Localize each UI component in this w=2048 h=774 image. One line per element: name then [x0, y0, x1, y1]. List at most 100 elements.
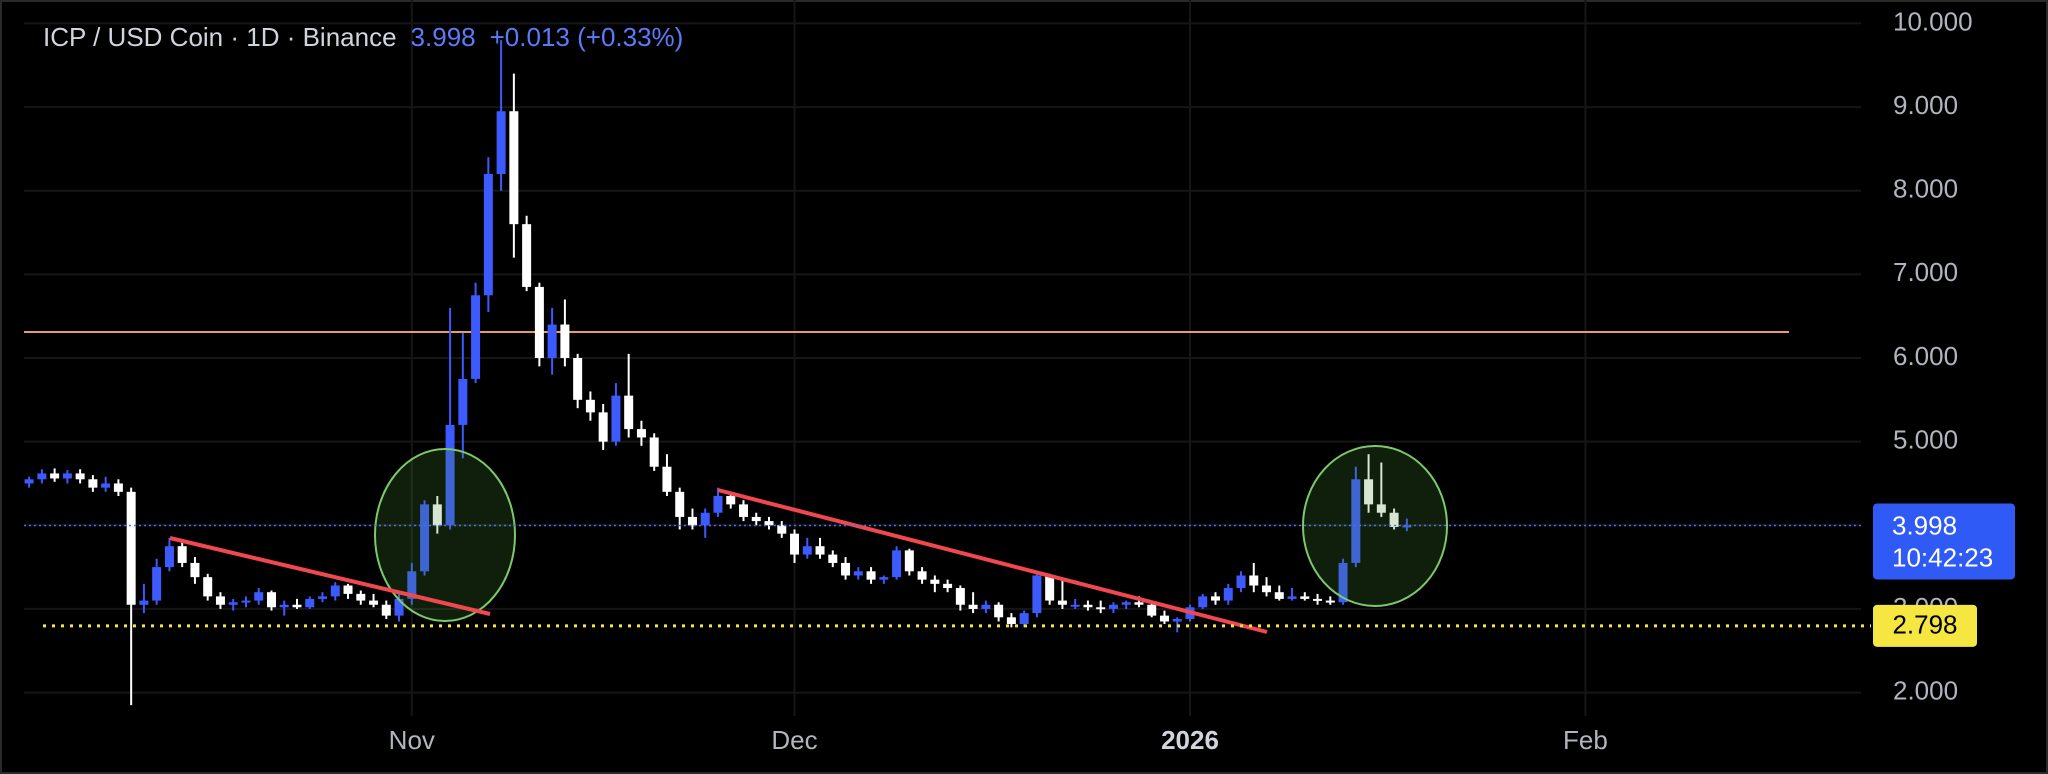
- candle-body: [1019, 613, 1029, 624]
- candle-body: [203, 577, 213, 597]
- candle-body: [751, 516, 761, 522]
- y-tick-label: 8.000: [1893, 174, 1958, 204]
- candle-body: [892, 550, 902, 578]
- y-tick-label: 7.000: [1893, 257, 1958, 287]
- candle-body: [1223, 588, 1233, 601]
- candles: [24, 40, 1412, 706]
- candle-body: [738, 504, 748, 517]
- candle-body: [573, 358, 583, 400]
- candle-body: [547, 324, 557, 358]
- y-tick-label: 10.000: [1893, 6, 1973, 36]
- candle-body: [1070, 604, 1080, 607]
- candle-body: [700, 512, 710, 526]
- candle-body: [483, 173, 493, 296]
- x-tick-label: Feb: [1563, 725, 1608, 755]
- candle-body: [254, 592, 264, 601]
- candle-body: [1210, 596, 1220, 601]
- candle-body: [662, 466, 672, 492]
- candle-body: [981, 604, 991, 609]
- candle-body: [1389, 512, 1399, 527]
- candle-body: [50, 473, 60, 479]
- candle-body: [1325, 600, 1335, 603]
- candle-body: [598, 412, 608, 442]
- candle-body: [1134, 602, 1144, 605]
- candle-body: [407, 571, 417, 599]
- candle-body: [636, 429, 646, 438]
- trend-line: [169, 536, 491, 616]
- candle-body: [534, 286, 544, 358]
- last-price: 3.998: [411, 22, 476, 52]
- last-price-box: [1873, 503, 2015, 580]
- candle-body: [726, 496, 736, 505]
- candle-body: [420, 504, 430, 572]
- candle-body: [1262, 585, 1272, 593]
- candle-body: [687, 516, 697, 526]
- candle-body: [841, 562, 851, 576]
- candle-body: [675, 491, 685, 517]
- candle-body: [139, 600, 149, 605]
- candle-body: [62, 473, 72, 479]
- candle-body: [292, 604, 302, 608]
- candle-body: [968, 604, 978, 609]
- candle-body: [1172, 618, 1182, 622]
- price-change: +0.013 (+0.33%): [490, 22, 684, 52]
- candle-body: [585, 399, 595, 413]
- price-label: 2.798: [1892, 610, 1957, 640]
- y-tick-label: 6.000: [1893, 341, 1958, 371]
- candle-body: [24, 479, 34, 484]
- x-tick-label: Dec: [771, 725, 817, 755]
- candle-body: [1121, 602, 1131, 605]
- candle-body: [471, 295, 481, 379]
- header: ICP / USD Coin · 1D · Binance 3.998 +0.013…: [43, 22, 683, 52]
- countdown: 10:42:23: [1892, 542, 1993, 572]
- candle-body: [1249, 575, 1259, 586]
- candle-body: [713, 496, 723, 513]
- candle-body: [879, 577, 889, 580]
- candle-body: [177, 546, 187, 563]
- candle-body: [356, 593, 366, 601]
- y-tick-label: 9.000: [1893, 90, 1958, 120]
- price-label-box: [1873, 604, 1977, 647]
- candle-body: [113, 483, 123, 492]
- candle-body: [955, 588, 965, 605]
- candle-body: [1351, 479, 1361, 563]
- candle-body: [1338, 562, 1348, 603]
- candle-body: [1108, 604, 1118, 609]
- candle-body: [509, 111, 519, 225]
- candle-body: [777, 525, 787, 534]
- candle-body: [802, 546, 812, 555]
- candle-body: [458, 378, 468, 425]
- candle-body: [611, 395, 621, 442]
- candle-body: [1364, 479, 1374, 505]
- candle-body: [37, 473, 47, 480]
- candle-body: [1198, 596, 1208, 608]
- candle-body: [1376, 504, 1386, 513]
- candle-body: [522, 224, 532, 287]
- candle-body: [1006, 617, 1016, 624]
- candle-body: [994, 604, 1004, 618]
- candle-body: [866, 571, 876, 580]
- drawings: [169, 445, 1448, 634]
- candle-body: [1083, 604, 1093, 608]
- highlight-circle: [374, 448, 516, 622]
- candle-body: [1313, 598, 1323, 601]
- candle-body: [75, 473, 85, 480]
- candle-body: [496, 111, 506, 174]
- candle-body: [943, 583, 953, 589]
- candle-body: [1057, 600, 1067, 605]
- candle-body: [190, 562, 200, 578]
- candle-body: [215, 596, 225, 605]
- candle-body: [904, 550, 914, 572]
- candle-body: [228, 602, 238, 605]
- candle-body: [1236, 575, 1246, 589]
- candle-body: [318, 596, 328, 599]
- candle-body: [381, 604, 391, 616]
- candle-body: [764, 521, 774, 526]
- candle-body: [241, 600, 251, 603]
- candle-body: [126, 491, 136, 605]
- y-tick-label: 5.000: [1893, 425, 1958, 455]
- candle-body: [1402, 525, 1412, 528]
